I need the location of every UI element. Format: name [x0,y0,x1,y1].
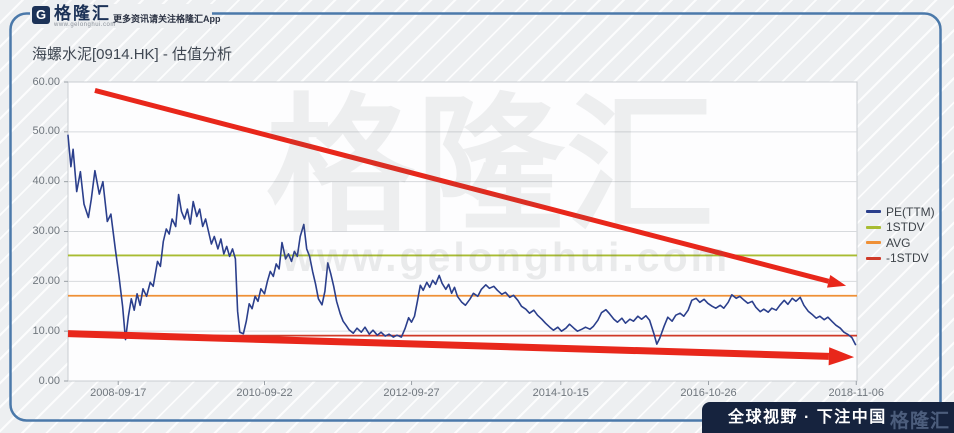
x-tick-label: 2014-10-15 [532,387,589,399]
footer-slogan: 全球视野 · 下注中国 [728,409,887,426]
y-tick-label: 50.00 [32,125,60,138]
trend-arrow-1-shaft [94,88,830,284]
footer-bar: 全球视野 · 下注中国 格隆汇 [702,402,954,433]
x-tick-label: 2016-10-26 [680,387,737,399]
legend-item-avg: AVG [866,235,935,251]
trend-arrow-2-head [828,347,855,366]
legend-label: AVG [886,235,911,250]
x-tick-label: 2008-09-17 [90,387,147,399]
y-tick-label: 60.00 [32,75,60,88]
x-tick-label: 2012-09-27 [383,387,440,399]
legend-item-1stdv: 1STDV [866,220,935,236]
y-tick-label: 0.00 [38,374,60,387]
gelonghui-logo: G 格隆汇 www.gelonghui.com [32,5,116,29]
watermark-url-text: www.gelonghui.com [282,234,731,280]
trend-arrow-2-shaft [67,330,830,360]
footer-watermark-logo: 格隆汇 [889,411,950,432]
neg-1stdv-line-swatch [866,256,881,260]
legend-label: -1STDV [886,251,929,266]
pe-ttm-line-swatch [866,210,881,214]
y-tick-label: 10.00 [32,324,60,337]
logo-tagline: 更多资讯请关注格隆汇App [113,14,221,24]
y-tick-label: 30.00 [32,225,60,237]
chart-legend: PE(TTM) 1STDV AVG -1STDV [866,204,935,266]
legend-label: PE(TTM) [886,204,935,219]
gelonghui-logo-brand: 格隆汇 [54,4,111,23]
x-tick-label: 2010-09-22 [236,387,293,399]
y-tick-label: 40.00 [32,175,60,188]
gelonghui-logo-url: www.gelonghui.com [54,22,116,28]
trend-arrow-1-head [827,275,847,288]
logo-backdrop [30,4,212,28]
legend-item-neg-1stdv: -1STDV [866,251,935,267]
1stdv-line-swatch [866,225,881,229]
gelonghui-logo-icon: G [32,6,50,24]
y-tick-label: 20.00 [32,274,60,287]
page-title: 海螺水泥[0914.HK] - 估值分析 [32,46,233,63]
legend-label: 1STDV [886,220,925,235]
legend-item-pe-ttm: PE(TTM) [866,204,935,220]
watermark-brand-text: 格隆汇 [266,84,716,249]
series-line-pe-ttm [67,134,857,346]
avg-line-swatch [866,241,881,245]
card-frame-border [9,12,942,422]
x-tick-label: 2018-11-06 [828,387,884,399]
